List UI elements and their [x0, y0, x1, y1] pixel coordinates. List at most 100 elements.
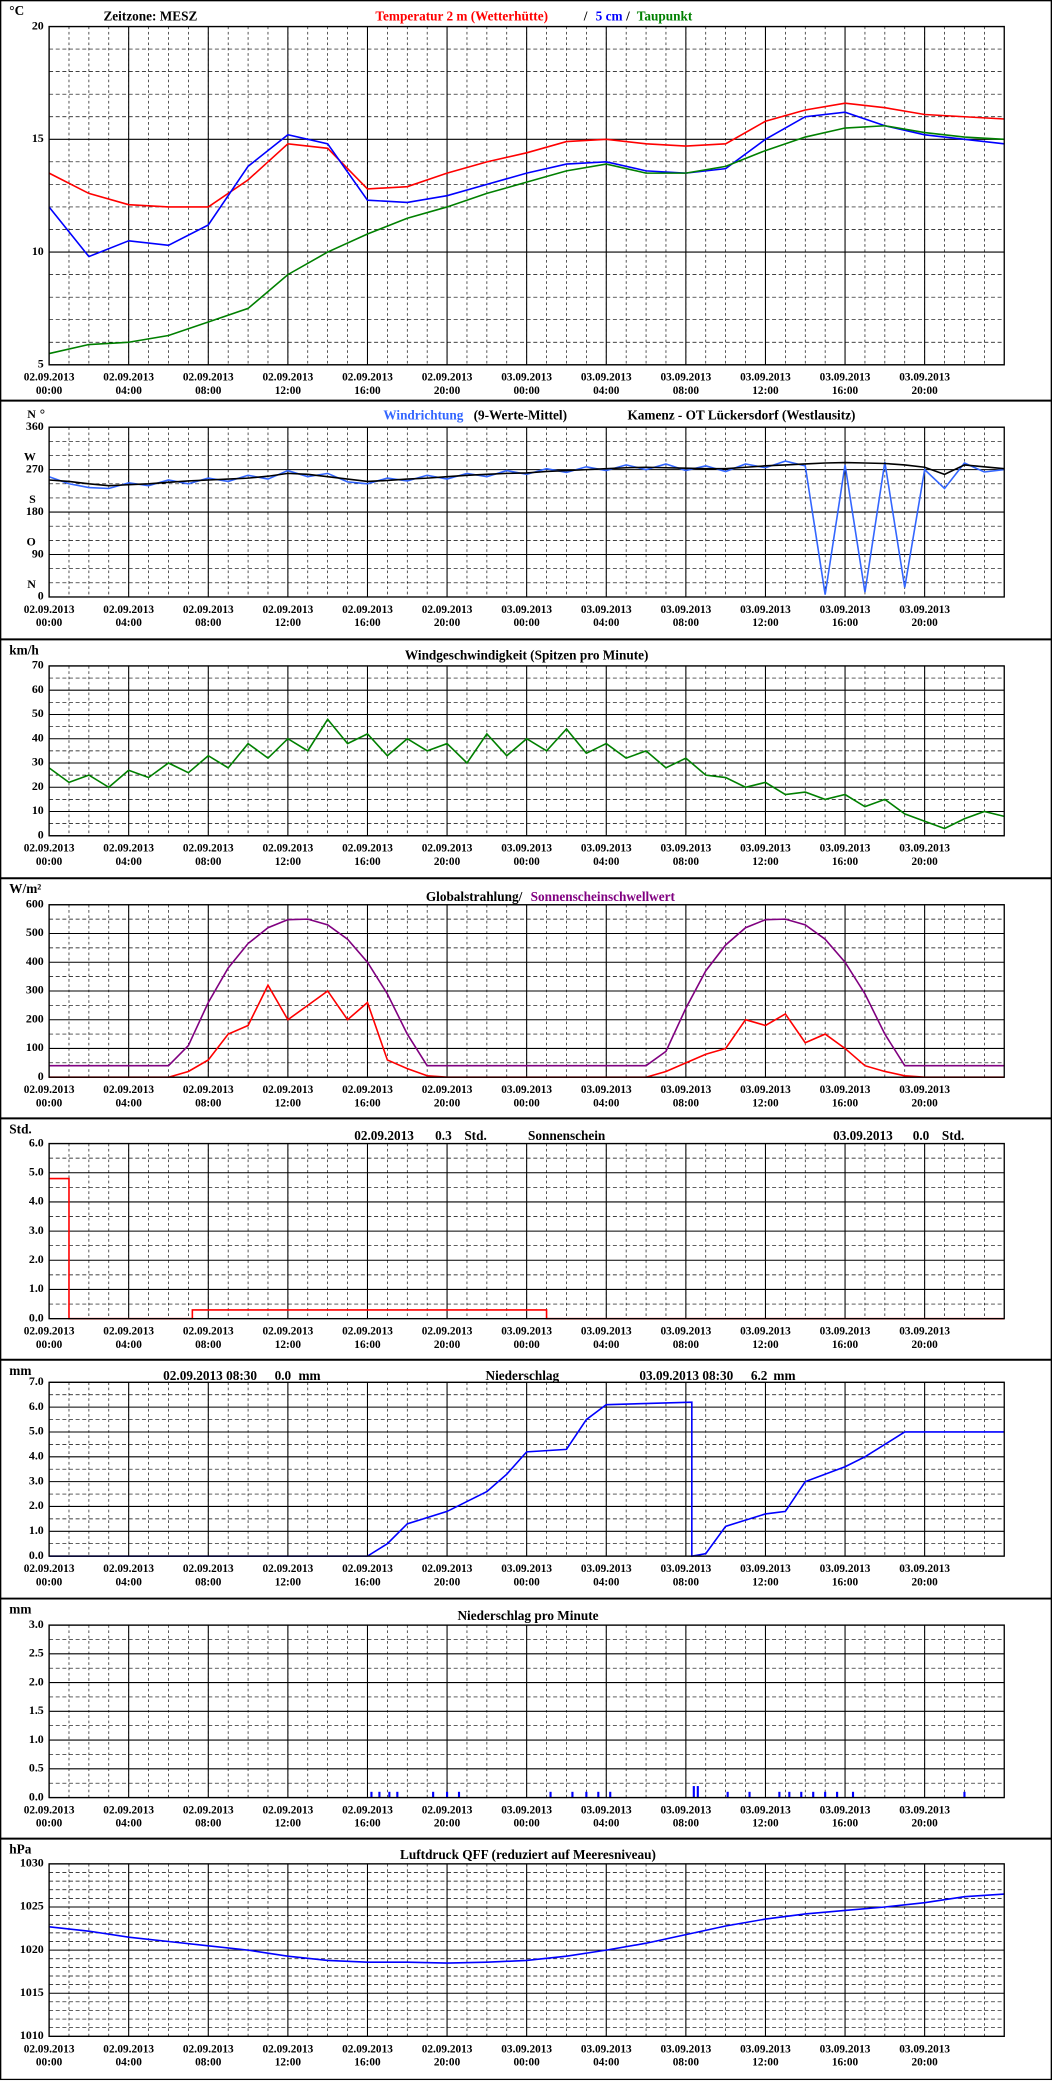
x-tick-label: 03.09.2013 12:00	[740, 2041, 791, 2069]
series-line	[49, 1401, 1005, 1558]
x-tick-label: 03.09.2013 12:00	[740, 1802, 791, 1830]
bar	[597, 1791, 600, 1798]
y-tick-label: 2.0	[29, 1252, 44, 1266]
y-tick-label: 1020	[20, 1942, 44, 1956]
x-tick-label: 03.09.2013 16:00	[819, 1082, 871, 1110]
bar	[370, 1791, 373, 1798]
x-tick-label: 02.09.2013 12:00	[262, 1323, 314, 1351]
y-tick-label: 360	[26, 419, 44, 433]
y-unit: W/m²	[9, 881, 41, 896]
series-line	[49, 1177, 1005, 1320]
x-tick-label: 02.09.2013 12:00	[262, 1082, 314, 1110]
plot-border	[48, 1624, 1005, 1799]
x-tick-label: 03.09.2013 20:00	[899, 1082, 951, 1110]
chart-text: 02.09.2013	[354, 1128, 414, 1143]
y-tick-label: 0.5	[29, 1761, 44, 1775]
series-line	[49, 918, 1005, 1067]
y-tick-label: 0	[38, 827, 44, 841]
x-tick-label: 02.09.2013 20:00	[421, 2041, 473, 2069]
x-tick-label: 02.09.2013 12:00	[262, 370, 314, 397]
series-line	[49, 461, 1005, 487]
y-tick-label: 40	[32, 730, 44, 744]
x-tick-label: 03.09.2013 00:00	[501, 370, 553, 397]
x-tick-label: 03.09.2013 16:00	[819, 1802, 871, 1830]
x-tick-label: 03.09.2013 08:00	[660, 1561, 712, 1588]
bar	[378, 1791, 381, 1798]
y-unit: Std.	[9, 1121, 31, 1136]
x-tick-label: 02.09.2013 20:00	[421, 841, 473, 868]
chart-text: Luftdruck QFF (reduziert auf Meeresnivea…	[400, 1847, 656, 1862]
x-tick-label: 02.09.2013 16:00	[342, 1323, 393, 1351]
x-tick-label: 02.09.2013 08:00	[182, 1323, 234, 1351]
y-unit: km/h	[9, 642, 39, 657]
chart-text: 6.2	[751, 1368, 768, 1383]
y-tick-label: 1.5	[29, 1703, 44, 1717]
y-tick-label: 0	[38, 1069, 44, 1083]
x-tick-label: 03.09.2013 04:00	[580, 1561, 632, 1588]
x-tick-label: 02.09.2013 20:00	[421, 1082, 473, 1110]
y-tick-label: 400	[26, 954, 44, 968]
y-tick-label: 15	[32, 131, 44, 145]
chart-text: mm	[773, 1368, 795, 1383]
x-tick-label: 03.09.2013 12:00	[740, 602, 791, 629]
x-tick-label: 02.09.2013 04:00	[103, 1802, 155, 1830]
y-tick-label: 1010	[20, 2028, 44, 2042]
y-tick-label: 0.0	[29, 1789, 44, 1803]
bar	[836, 1791, 839, 1798]
y-tick-label: 5.0	[29, 1164, 44, 1178]
x-tick-label: 03.09.2013 20:00	[899, 841, 951, 868]
x-tick-label: 03.09.2013 00:00	[501, 1082, 553, 1110]
x-tick-label: 02.09.2013 00:00	[23, 1802, 75, 1830]
y-tick-label: 20	[32, 18, 44, 32]
x-tick-label: 03.09.2013 08:00	[660, 602, 712, 629]
plot-border	[48, 1381, 1005, 1557]
plot-border	[48, 1142, 1005, 1320]
x-tick-label: 02.09.2013 04:00	[103, 841, 155, 868]
x-tick-label: 03.09.2013 08:00	[660, 841, 712, 868]
bar	[851, 1791, 855, 1798]
x-tick-label: 03.09.2013 12:00	[740, 1323, 791, 1351]
y-tick-label: 10	[32, 803, 44, 817]
x-tick-label: 03.09.2013 00:00	[501, 1323, 553, 1351]
x-tick-label: 02.09.2013 08:00	[182, 1082, 234, 1110]
chart-text: Sonnenschein	[528, 1128, 606, 1143]
y-tick-label: 90	[32, 546, 44, 560]
x-tick-label: 03.09.2013 20:00	[899, 1561, 951, 1588]
y-tick-label: 180	[26, 504, 44, 518]
x-tick-label: 03.09.2013 08:00	[660, 1802, 712, 1830]
chart-text: 0.3	[435, 1128, 452, 1143]
x-tick-label: 03.09.2013 04:00	[580, 2041, 632, 2069]
x-tick-label: 02.09.2013 20:00	[421, 1802, 473, 1830]
series-line	[48, 717, 1005, 830]
x-tick-label: 02.09.2013 00:00	[23, 370, 75, 397]
bar	[812, 1791, 815, 1798]
y-tick-label: 500	[26, 925, 44, 939]
chart-text: Zeitzone: MESZ	[103, 8, 197, 23]
x-tick-label: 02.09.2013 16:00	[342, 2041, 393, 2069]
x-tick-label: 02.09.2013 04:00	[103, 1323, 155, 1351]
x-tick-label: 02.09.2013 12:00	[262, 841, 314, 868]
chart-text: Windrichtung	[383, 408, 463, 423]
chart-text: Std.	[942, 1128, 964, 1143]
x-tick-label: 02.09.2013 00:00	[23, 1561, 75, 1588]
x-tick-label: 02.09.2013 00:00	[23, 602, 75, 629]
x-tick-label: 03.09.2013 20:00	[899, 370, 951, 397]
x-tick-label: 02.09.2013 08:00	[182, 841, 234, 868]
y-tick-label: 2.5	[29, 1646, 44, 1660]
x-tick-label: 02.09.2013 16:00	[342, 1561, 393, 1588]
x-tick-label: 02.09.2013 08:00	[182, 370, 234, 397]
x-tick-label: 02.09.2013 08:00	[182, 1802, 234, 1830]
y-tick-label: 0.0	[29, 1310, 44, 1324]
series-line	[48, 460, 1005, 595]
y-tick-label: 300	[26, 983, 44, 997]
y-tick-label: 1.0	[29, 1281, 44, 1295]
x-tick-label: 03.09.2013 00:00	[501, 841, 553, 868]
y-tick-label: 270	[26, 461, 44, 475]
bar	[788, 1791, 791, 1798]
y-tick-label: 1015	[20, 1985, 44, 1999]
chart-text: 02.09.2013 08:30	[163, 1368, 257, 1383]
chart-text: /	[625, 8, 630, 23]
x-tick-label: 02.09.2013 00:00	[23, 1323, 75, 1351]
y-tick-label: 1030	[20, 1856, 44, 1870]
y-tick-label: 3.0	[29, 1617, 44, 1631]
